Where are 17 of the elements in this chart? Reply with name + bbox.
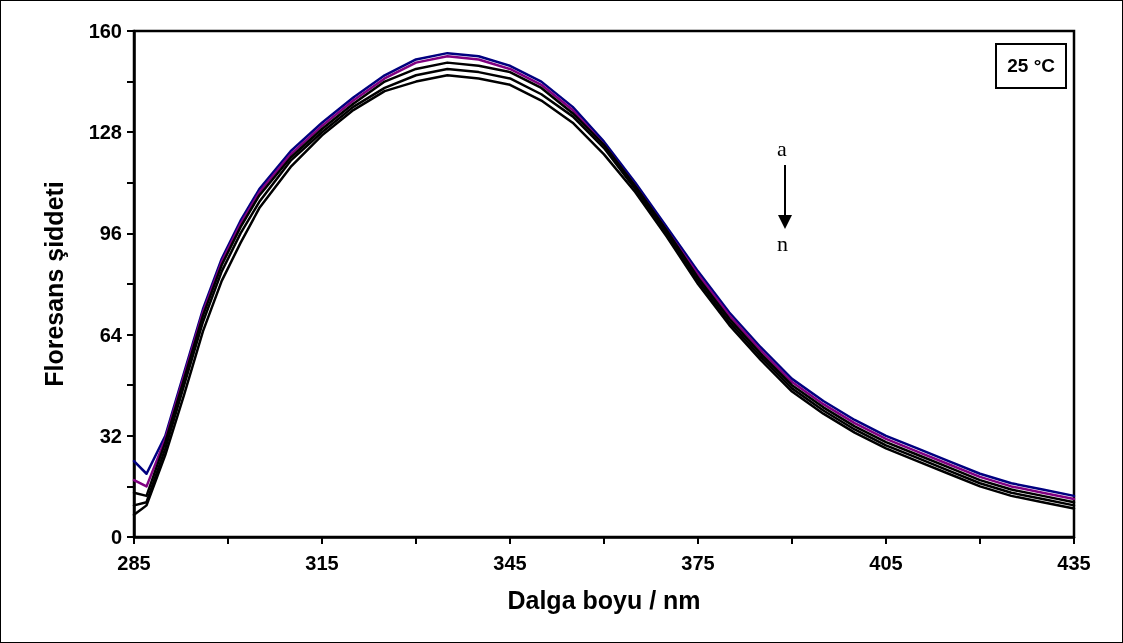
x-axis-title: Dalga boyu / nm [507,585,701,614]
x-tick-label: 285 [117,552,151,574]
x-tick-label: 315 [305,552,339,574]
y-tick-label: 64 [99,323,123,346]
x-tick-label: 435 [1057,552,1091,574]
y-tick-label: 0 [110,526,122,548]
y-tick-label: 96 [99,222,122,245]
x-tick-label: 375 [681,552,715,574]
annotation: a [777,136,787,162]
x-tick-label: 345 [493,552,527,574]
x-tick-label: 405 [869,552,903,574]
y-tick-label: 32 [99,424,122,447]
annotation: n [777,231,788,257]
y-tick-label: 128 [88,121,122,144]
annotation: 25 °C [995,43,1067,89]
y-axis-title: Floresans şiddeti [39,181,68,387]
y-tick-label: 160 [88,20,122,42]
